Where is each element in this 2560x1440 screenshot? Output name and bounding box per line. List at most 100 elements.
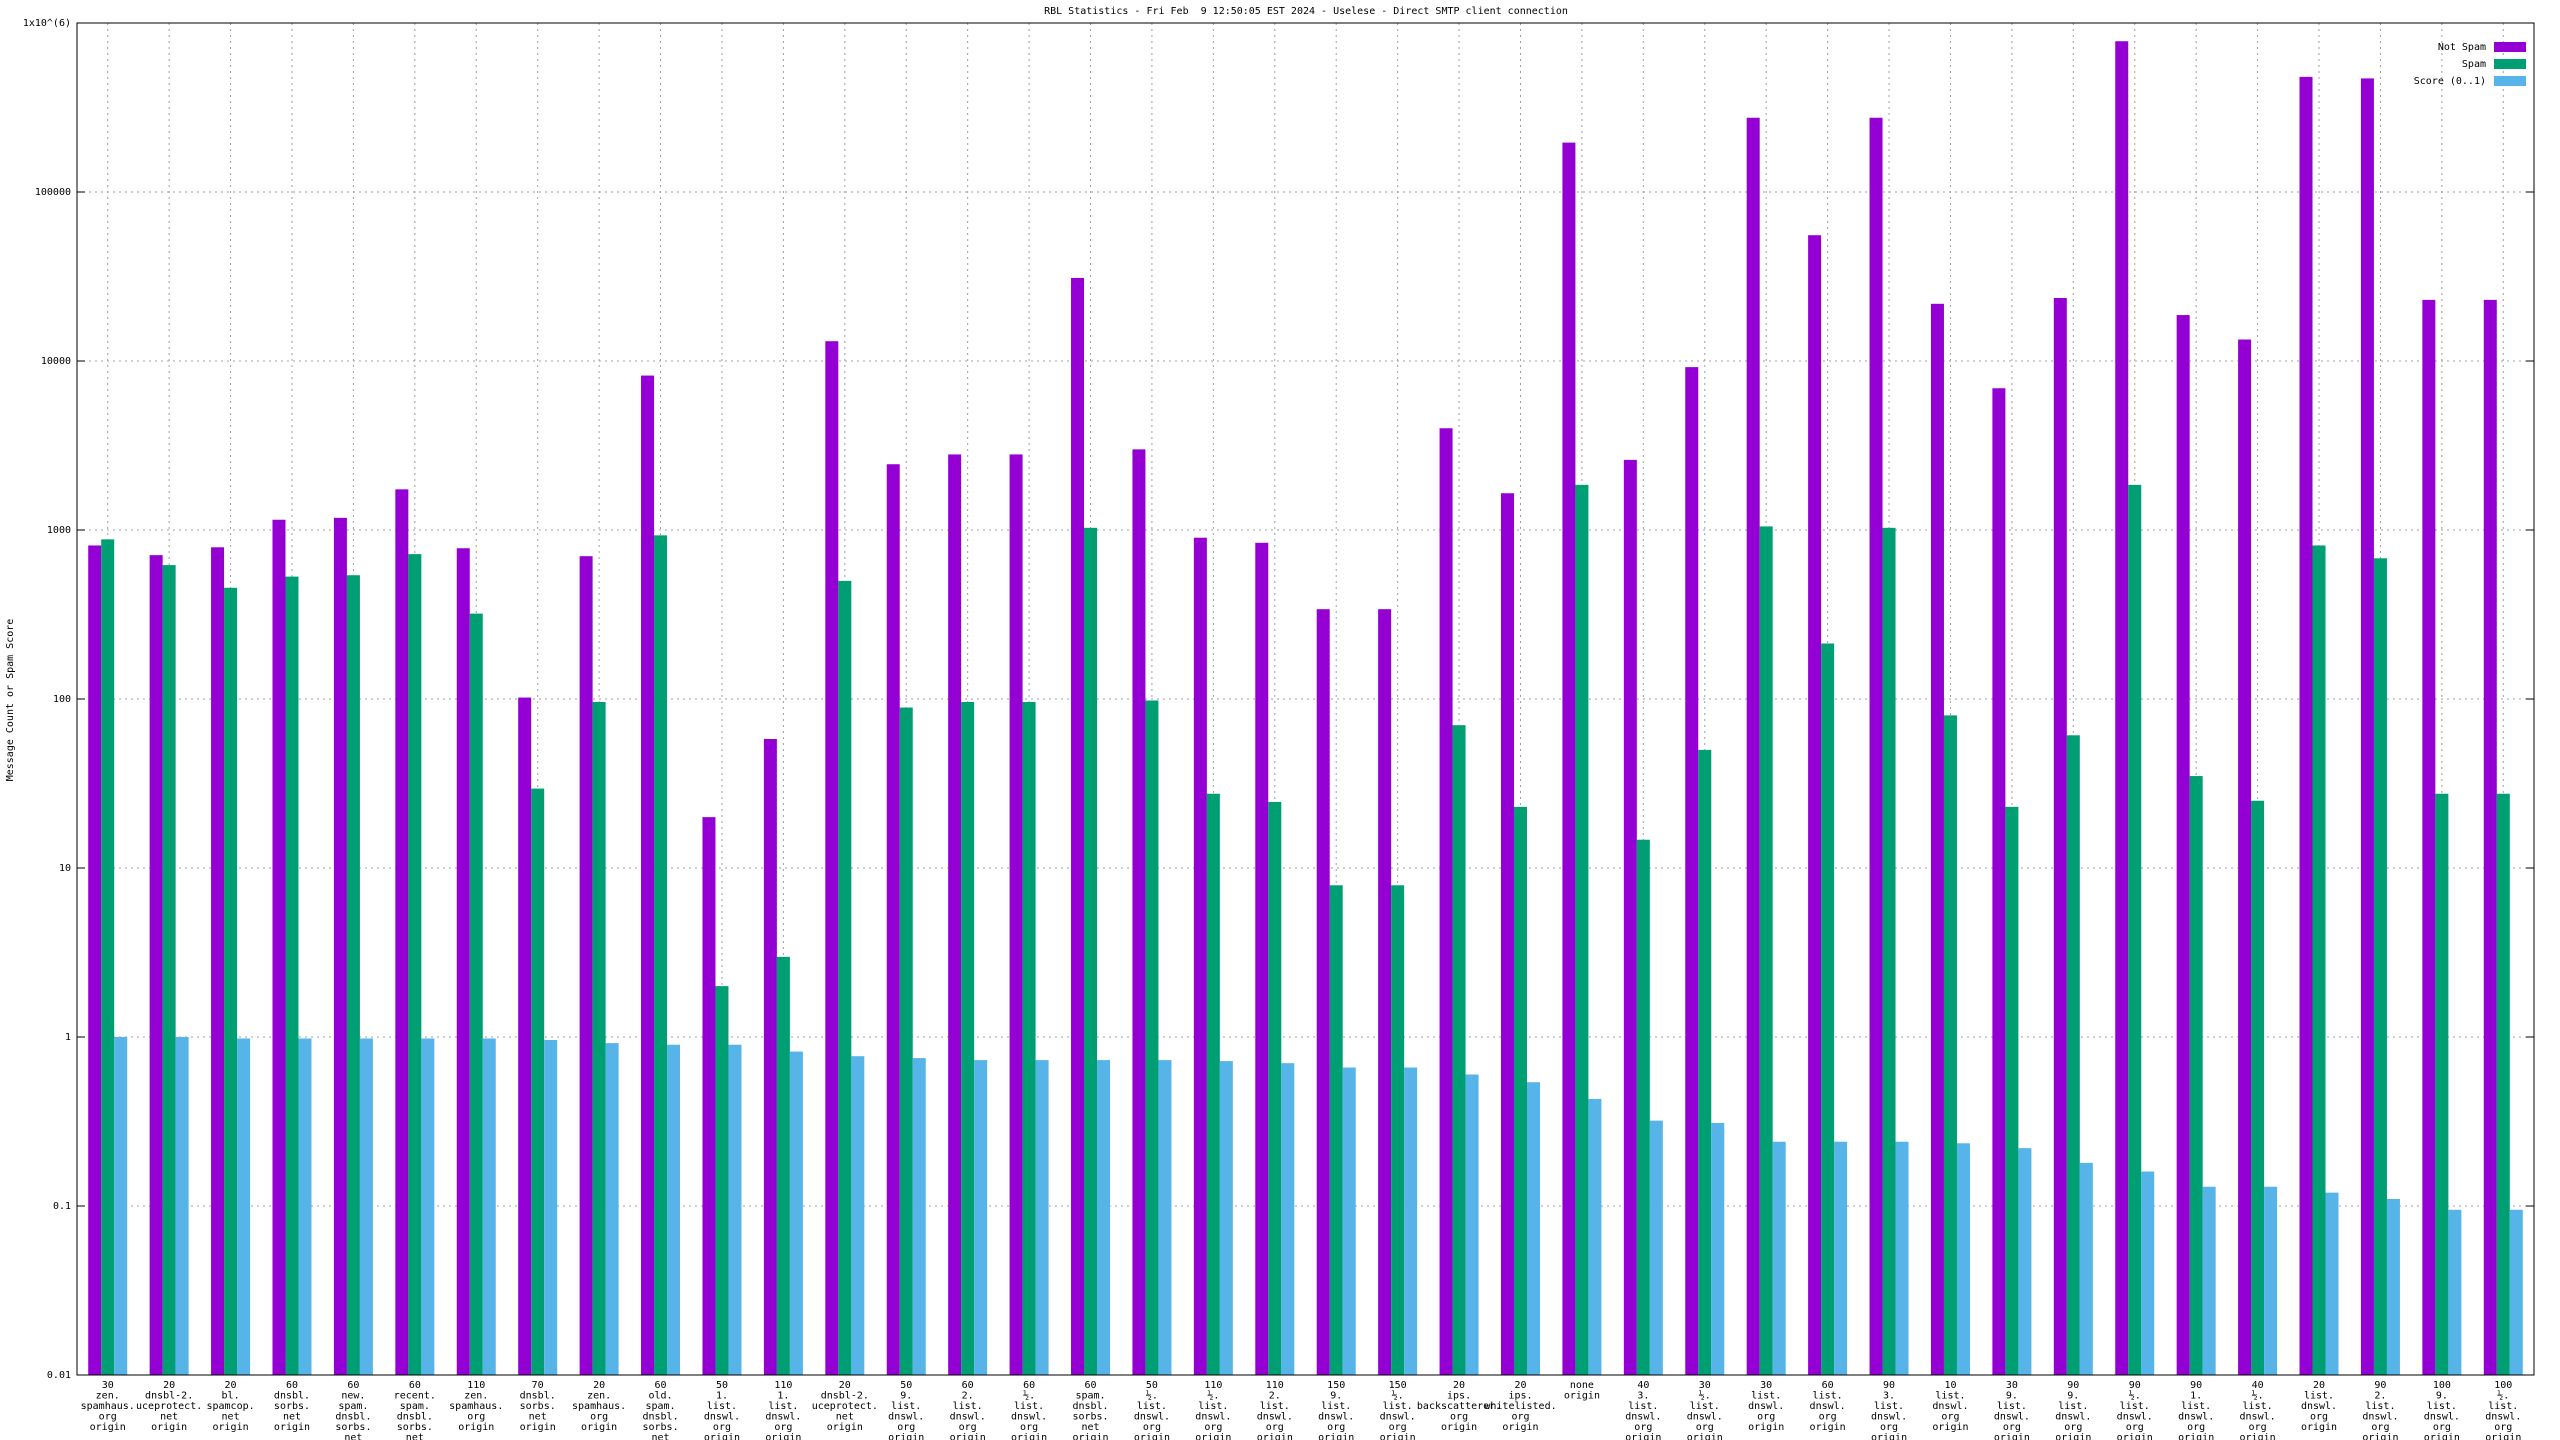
x-tick-label: sorbs. [1072,1412,1108,1423]
bar [1992,388,2006,1375]
bar [899,707,913,1375]
bar [114,1037,128,1375]
x-tick-label: sorbs. [335,1422,371,1433]
x-tick-label: org [2064,1422,2082,1433]
x-tick-label: dnswl. [704,1412,740,1423]
x-tick-label: org [2433,1422,2451,1433]
x-tick-label: list. [768,1401,798,1412]
x-tick-label: org [2187,1422,2205,1433]
bar [1452,725,1466,1375]
bar [1808,235,1822,1376]
x-tick-label: org [1696,1422,1714,1433]
x-tick-label: list. [2058,1401,2088,1412]
x-tick-label: 90 [1883,1380,1895,1391]
bar [1009,454,1023,1375]
bar [776,956,790,1375]
x-tick-label: origin [2240,1433,2276,1440]
bar [1649,1120,1663,1375]
bar [1711,1122,1725,1375]
bar [1391,885,1405,1375]
x-tick-label: origin [1502,1422,1538,1433]
x-tick-label: list. [1997,1401,2027,1412]
x-tick-label: dnsbl. [520,1391,556,1402]
x-tick-label: net [160,1412,178,1423]
x-tick-label: dnswl. [1871,1412,1907,1423]
x-tick-label: dnswl. [1380,1412,1416,1423]
x-tick-label: dnswl. [2055,1412,2091,1423]
bar [2422,299,2436,1376]
bar [1439,428,1453,1376]
x-tick-label: 150 [1389,1380,1407,1391]
bar [395,489,409,1375]
bar [912,1058,926,1375]
bar [544,1039,558,1375]
bar [1097,1060,1111,1375]
bar [2264,1186,2278,1375]
x-tick-label: origin [765,1433,801,1440]
x-tick-label: list. [1383,1401,1413,1412]
y-axis-label: Message Count or Spam Score [5,619,16,782]
bar [1145,700,1159,1375]
x-tick-label: dnswl. [1625,1412,1661,1423]
bar [162,565,176,1375]
x-tick-label: dnswl. [1748,1401,1784,1412]
x-tick-label: org [774,1422,792,1433]
x-tick-label: list. [1813,1391,1843,1402]
x-tick-label: origin [1441,1422,1477,1433]
x-tick-label: list. [1198,1401,1228,1412]
x-tick-label: zen. [464,1391,488,1402]
x-tick-label: 2. [962,1391,974,1402]
bar [421,1038,435,1375]
bar [579,556,593,1375]
bar [1623,459,1637,1375]
bar [763,738,777,1375]
bar [333,517,347,1375]
legend-label: Spam [2462,59,2486,70]
bar [1316,609,1330,1375]
x-tick-label: 110 [774,1380,792,1391]
x-tick-label: dnswl. [888,1412,924,1423]
x-tick-label: list. [1690,1401,1720,1412]
x-tick-label: 60 [409,1380,421,1391]
bar [1206,793,1220,1375]
x-tick-label: spam. [1075,1391,1105,1402]
x-tick-label: list. [2365,1401,2395,1412]
x-tick-label: list. [2427,1401,2457,1412]
x-tick-label: 40 [1637,1380,1649,1391]
x-tick-label: org [1266,1422,1284,1433]
plot-frame [76,22,2535,1376]
x-tick-label: origin [458,1422,494,1433]
bar [1404,1067,1418,1375]
bar [1268,801,1282,1375]
x-tick-label: list. [2181,1401,2211,1412]
bar [715,986,729,1375]
bar [298,1038,312,1375]
x-tick-label: org [1757,1412,1775,1423]
x-tick-label: 30 [1699,1380,1711,1391]
x-tick-label: org [1941,1412,1959,1423]
x-tick-label: uceprotect. [136,1401,202,1412]
bar [1588,1098,1602,1375]
bar [2360,78,2374,1376]
x-tick-label: spam. [338,1401,368,1412]
y-tick-label: 10000 [41,356,71,367]
x-tick-label: origin [1011,1433,1047,1440]
x-tick-label: 60 [1822,1380,1834,1391]
x-tick-label: origin [213,1422,249,1433]
x-tick-label: ½. [1392,1390,1404,1402]
x-tick-label: dnsbl-2. [821,1391,869,1402]
x-tick-label: list. [1751,1391,1781,1402]
y-tick-label: 0.01 [47,1370,71,1381]
bar [2202,1186,2216,1375]
x-tick-label: origin [1072,1433,1108,1440]
x-tick-label: dnswl. [765,1412,801,1423]
x-tick-label: org [1143,1422,1161,1433]
x-tick-label: 20 [1514,1380,1526,1391]
x-tick-label: net [406,1433,424,1440]
x-tick-label: origin [1380,1433,1416,1440]
bar [2386,1199,2400,1375]
x-tick-label: dnswl. [1687,1412,1723,1423]
x-tick-label: 1. [2190,1391,2202,1402]
x-tick-label: 60 [286,1380,298,1391]
x-tick-label: list. [891,1401,921,1412]
